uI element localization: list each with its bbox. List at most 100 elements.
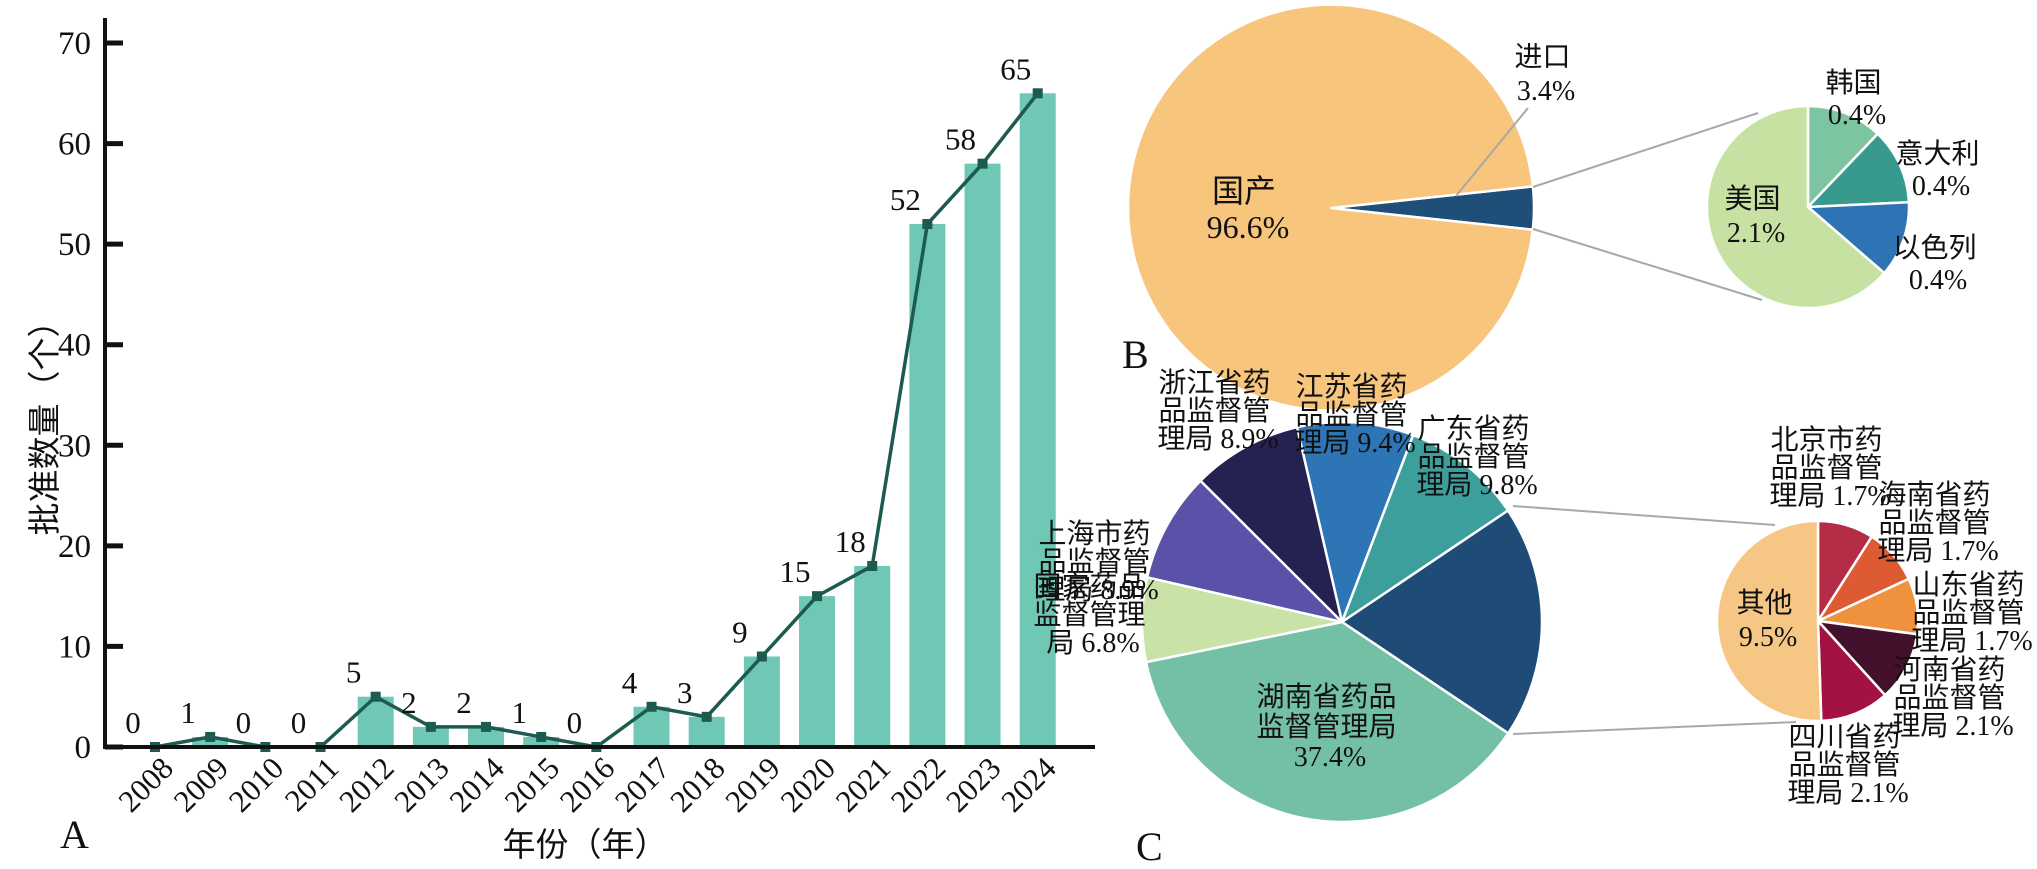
label-shandong: 山东省药 品监督管 理局 1.7%: [1911, 569, 2032, 657]
y-tick-label-30: 30: [58, 428, 91, 464]
marker-2009: [205, 731, 216, 742]
marker-2015: [536, 731, 547, 742]
x-tick-label-2011: 2011: [278, 750, 346, 818]
label-henan: 河南省药 品监督管 理局 2.1%: [1892, 654, 2013, 742]
slice-b-sub-1: [1806, 132, 1911, 209]
bar-series: [192, 93, 1056, 748]
slice-c-main-3: [1144, 620, 1510, 824]
marker-2018: [701, 711, 712, 722]
pie-b-main: [1126, 3, 1536, 412]
y-tick-label-60: 60: [58, 127, 91, 163]
x-tick-label-2016: 2016: [553, 750, 622, 819]
marker-2020: [812, 591, 823, 602]
y-tick-label-10: 10: [58, 629, 91, 665]
bar-2013: [412, 726, 449, 747]
marker-2019: [756, 651, 767, 662]
pie-c-main: [1140, 420, 1544, 824]
import-label-callout-line: [1455, 107, 1529, 197]
value-label-2024: 65: [1000, 51, 1031, 86]
b-breakout-upper-line: [1532, 112, 1759, 188]
slice-c-sub-3: [1816, 619, 1919, 697]
value-label-2009: 1: [180, 695, 196, 730]
b-breakout-lower-line: [1532, 228, 1763, 301]
x-tick-label-2020: 2020: [773, 750, 842, 819]
label-usa: 美国 2.1%: [1724, 183, 1787, 249]
label-other: 其他 9.5%: [1736, 587, 1799, 653]
x-tick-label-2018: 2018: [663, 750, 732, 819]
x-tick-label-2015: 2015: [498, 750, 567, 819]
slice-c-sub-5: [1715, 519, 1823, 723]
value-label-2021: 18: [835, 524, 866, 559]
slice-c-main-5: [1145, 479, 1344, 624]
x-tick-label-2012: 2012: [332, 750, 401, 819]
label-jiangsu: 江苏省药 品监督管 理局 9.4%: [1294, 371, 1415, 459]
y-axis-title: 批准数量（个）: [27, 305, 64, 536]
value-label-2012: 5: [346, 655, 362, 690]
panel-c-pie-chart: 浙江省药 品监督管 理局 8.9% 江苏省药 品监督管 理局 9.4% 广东省药…: [1033, 367, 2032, 869]
slice-c-main-0: [1295, 420, 1415, 624]
y-tick-label-20: 20: [58, 529, 91, 565]
y-tick-label-70: 70: [58, 26, 91, 62]
label-israel: 以色列 0.4%: [1892, 232, 1983, 296]
y-tick-label-0: 0: [75, 730, 92, 766]
x-tick-label-2008: 2008: [111, 750, 180, 819]
x-tick-label-2014: 2014: [442, 750, 511, 819]
value-label-2015: 1: [511, 695, 527, 730]
label-italy: 意大利 0.4%: [1895, 138, 1986, 202]
y-axis-ticks: 0 10 20 30 40 50 60 70: [58, 26, 123, 766]
bar-2020: [799, 596, 836, 747]
x-tick-label-2017: 2017: [608, 750, 677, 819]
value-label-2014: 2: [456, 685, 472, 720]
marker-2021: [867, 560, 878, 571]
slice-b-sub-2: [1806, 200, 1911, 275]
slice-b-main-1: [1126, 3, 1535, 412]
x-tick-label-2009: 2009: [167, 750, 236, 819]
label-hunan: 湖南省药品 监督管理局 37.4%: [1256, 681, 1403, 773]
bar-2015: [523, 736, 560, 747]
label-beijing: 北京市药 品监督管 理局 1.7%: [1769, 424, 1890, 512]
bar-2022: [909, 224, 946, 747]
label-nmpa: 国家药品 监督管理 局 6.8%: [1033, 571, 1152, 659]
x-tick-label-2013: 2013: [387, 750, 456, 819]
c-breakout-lower-line: [1512, 721, 1797, 735]
label-hainan: 海南省药 品监督管 理局 1.7%: [1877, 479, 1998, 567]
value-label-2013: 2: [401, 685, 417, 720]
slice-c-main-6: [1199, 425, 1344, 624]
x-tick-label-2022: 2022: [884, 750, 953, 819]
bar-2023: [964, 163, 1001, 747]
label-korea: 韩国 0.4%: [1825, 67, 1888, 131]
marker-2014: [481, 721, 492, 732]
x-tick-label-2019: 2019: [718, 750, 787, 819]
slice-c-main-2: [1340, 509, 1544, 735]
panel-letter-a: A: [60, 812, 89, 857]
bar-2017: [633, 706, 670, 747]
x-tick-label-2010: 2010: [222, 750, 291, 819]
value-label-2008: 0: [125, 705, 141, 740]
y-tick-label-40: 40: [58, 328, 91, 364]
value-label-2017: 4: [622, 665, 638, 700]
value-label-2016: 0: [567, 705, 583, 740]
value-label-2020: 15: [780, 554, 811, 589]
panel-b-pie-chart: 国产 96.6% 进口 3.4% 韩国 0.4% 意大利 0.4% 以色列 0.…: [1122, 3, 1986, 412]
bar-2018: [688, 716, 725, 747]
slice-b-sub-0: [1806, 104, 1879, 209]
x-axis-title: 年份（年）: [503, 827, 668, 864]
panel-letter-c: C: [1136, 824, 1163, 869]
label-sichuan: 四川省药 品监督管 理局 2.1%: [1787, 721, 1908, 809]
pie-c-breakout: [1715, 519, 1920, 723]
marker-2023: [977, 158, 988, 169]
marker-2012: [370, 691, 381, 702]
x-axis-labels: 2008200920102011201220132014201520162017…: [111, 750, 1063, 819]
c-breakout-upper-line: [1512, 505, 1776, 526]
slice-c-main-1: [1340, 433, 1510, 624]
marker-2024: [1032, 88, 1043, 99]
x-tick-label-2024: 2024: [994, 750, 1063, 819]
marker-2017: [646, 701, 657, 712]
marker-2013: [425, 721, 436, 732]
value-label-2023: 58: [945, 122, 976, 157]
label-shanghai: 上海市药 品监督管 理局 8.9%: [1037, 518, 1158, 606]
